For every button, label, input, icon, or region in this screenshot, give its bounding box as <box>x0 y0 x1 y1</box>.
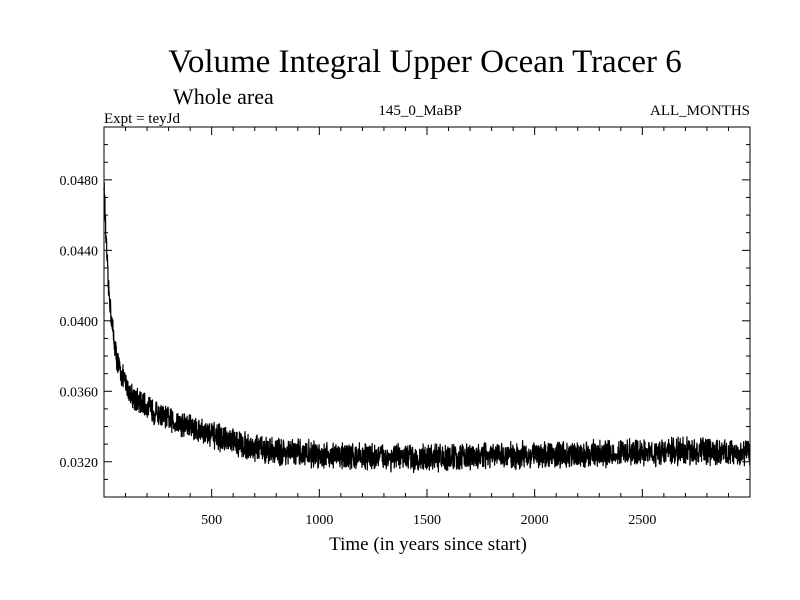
y-axis: 0.0320 0.0360 0.0400 0.0440 0.0480 <box>60 126 750 498</box>
chart-title: Volume Integral Upper Ocean Tracer 6 <box>168 44 681 80</box>
plot-frame <box>103 126 751 498</box>
y-tick-label: 0.0320 <box>60 456 99 471</box>
y-tick-label: 0.0360 <box>60 385 99 400</box>
y-tick-label: 0.0400 <box>60 315 99 330</box>
period-label: 145_0_MaBP <box>378 103 461 119</box>
experiment-label: Expt = teyJd <box>104 111 180 127</box>
plot-area <box>103 182 751 474</box>
x-tick-label: 2000 <box>521 513 549 528</box>
months-label: ALL_MONTHS <box>650 103 750 119</box>
x-tick-label: 1500 <box>413 513 441 528</box>
x-axis: 500 1000 1500 2000 2500 <box>125 127 729 528</box>
x-tick-label: 2500 <box>628 513 656 528</box>
y-tick-label: 0.0480 <box>60 174 99 189</box>
y-tick-label: 0.0440 <box>60 244 99 259</box>
series-line <box>103 182 751 474</box>
x-tick-label: 500 <box>201 513 222 528</box>
chart-subtitle: Whole area <box>173 84 274 109</box>
x-axis-label: Time (in years since start) <box>329 534 527 555</box>
x-tick-label: 1000 <box>305 513 333 528</box>
